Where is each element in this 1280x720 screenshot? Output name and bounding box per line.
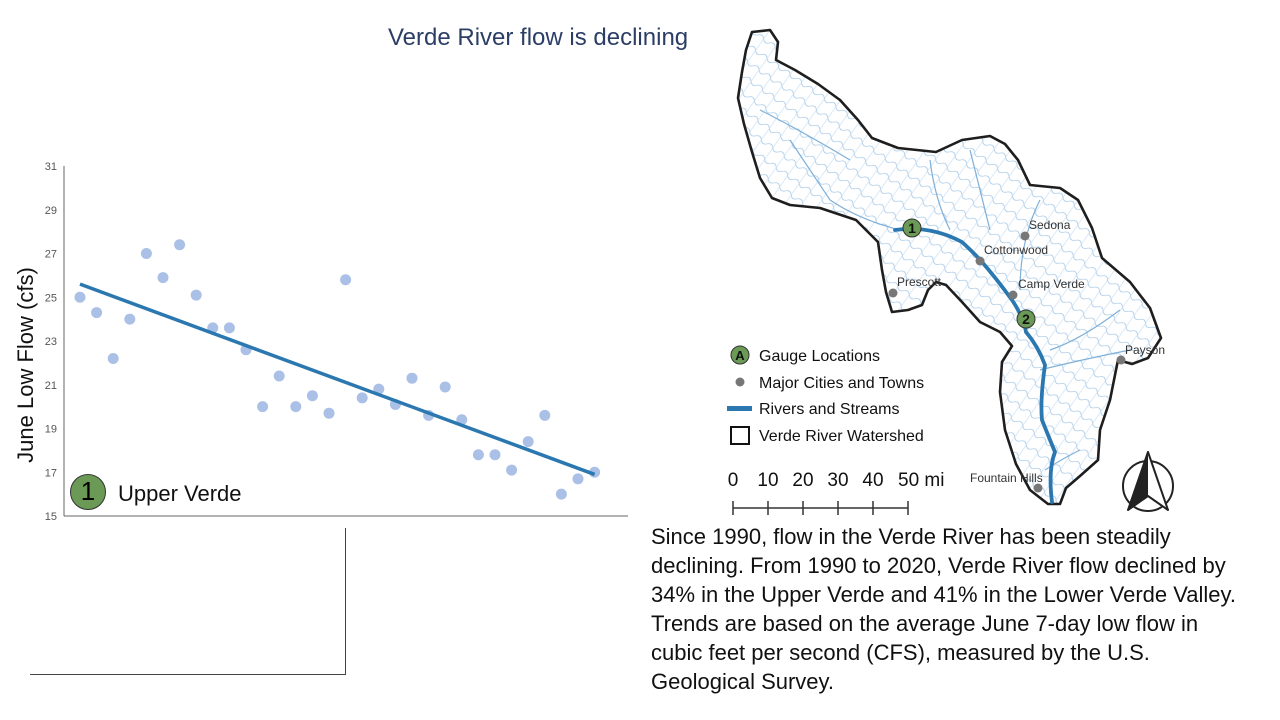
legend-city-icon: [735, 377, 745, 387]
data-point: [174, 239, 186, 251]
city-dot-sedona: [1020, 231, 1030, 241]
data-point: [273, 370, 285, 382]
y-tick-label: 17: [45, 467, 57, 479]
data-points: [74, 239, 601, 500]
data-point: [522, 436, 534, 448]
city-dot-payson: [1116, 355, 1126, 365]
scale-bar: 0 10 20 30 40 50 mi: [728, 470, 944, 515]
city-label-sedona: Sedona: [1029, 218, 1071, 232]
description-text: Since 1990, flow in the Verde River has …: [651, 524, 1237, 694]
data-point: [356, 392, 368, 404]
data-point: [406, 372, 418, 384]
city-label-camp-verde: Camp Verde: [1018, 277, 1085, 291]
y-tick-labels: 15 17 19 21 23 25 27 29 31: [45, 161, 57, 523]
y-tick-label: 23: [45, 336, 57, 348]
empty-frame: [30, 528, 346, 675]
data-point: [439, 381, 451, 393]
y-tick-label: 15: [45, 511, 57, 523]
data-point: [306, 390, 318, 402]
legend-city-label: Major Cities and Towns: [759, 375, 924, 392]
scale-label: 10: [757, 470, 778, 491]
watershed-boundary: [736, 28, 1163, 506]
data-point: [124, 313, 136, 325]
gauge-2-label: 2: [1022, 311, 1030, 327]
chart-title: Verde River flow is declining: [388, 24, 689, 51]
legend-watershed-label: Verde River Watershed: [759, 428, 924, 445]
data-point: [257, 401, 269, 413]
gauge-1-label: 1: [908, 220, 916, 236]
scale-label: 0: [728, 470, 739, 491]
data-point: [190, 289, 202, 301]
data-point: [489, 449, 501, 461]
data-point: [340, 274, 352, 286]
gauge-2-marker: [1016, 309, 1036, 329]
data-point: [91, 307, 103, 319]
trend-line: [79, 282, 596, 477]
city-dot-fountain-hills: [1033, 483, 1043, 493]
scale-tick-labels: 0 10 20 30 40 50 mi: [728, 470, 944, 515]
city-dot-camp-verde: [1008, 290, 1018, 300]
y-tick-label: 27: [45, 249, 57, 261]
city-label-prescott: Prescott: [897, 275, 942, 289]
y-tick-label: 25: [45, 292, 57, 304]
data-point: [555, 488, 567, 500]
city-label-cottonwood: Cottonwood: [984, 243, 1048, 257]
data-point: [140, 248, 152, 259]
data-point: [323, 407, 335, 419]
legend-river-label: Rivers and Streams: [759, 401, 900, 418]
north-arrow-icon: [1122, 451, 1174, 512]
data-point: [472, 449, 484, 461]
y-tick-label: 21: [45, 380, 57, 392]
city-label-fountain-hills: Fountain Hills: [970, 471, 1043, 485]
legend-river-icon: [727, 406, 752, 411]
gauge-badge: 1: [70, 474, 106, 510]
legend-gauge-label: Gauge Locations: [759, 348, 880, 365]
data-point: [290, 401, 302, 413]
watershed-map: 1 2 Sedona Cottonwood Prescott Camp Verd…: [727, 28, 1174, 515]
data-point: [107, 353, 119, 364]
scale-label: 50 mi: [898, 470, 944, 491]
legend-watershed-icon: [730, 426, 750, 445]
legend-gauge-icon: [730, 345, 750, 365]
scale-label: 30: [827, 470, 848, 491]
data-point: [157, 272, 169, 284]
data-point: [572, 473, 584, 485]
y-axis-label: June Low Flow (cfs): [13, 267, 38, 463]
gauge-1-marker: [902, 218, 922, 238]
city-dot-cottonwood: [975, 256, 985, 266]
data-point: [506, 464, 518, 476]
city-dot-prescott: [888, 288, 898, 298]
scale-label: 20: [792, 470, 813, 491]
city-label-payson: Payson: [1125, 343, 1165, 357]
y-tick-label: 29: [45, 205, 57, 217]
y-tick-label: 31: [45, 161, 57, 173]
scatter-chart: 15 17 19 21 23 25 27 29 31: [45, 161, 628, 523]
y-tick-label: 19: [45, 424, 57, 436]
map-legend: A Gauge Locations Major Cities and Towns…: [727, 345, 924, 445]
region-label: Upper Verde: [118, 481, 242, 506]
legend-gauge-symbol: A: [735, 348, 745, 363]
data-point: [539, 409, 551, 421]
scale-label: 40: [862, 470, 883, 491]
verde-river: [893, 226, 1058, 504]
tributaries: [759, 109, 1131, 471]
data-point: [223, 322, 235, 334]
data-point: [74, 291, 86, 303]
